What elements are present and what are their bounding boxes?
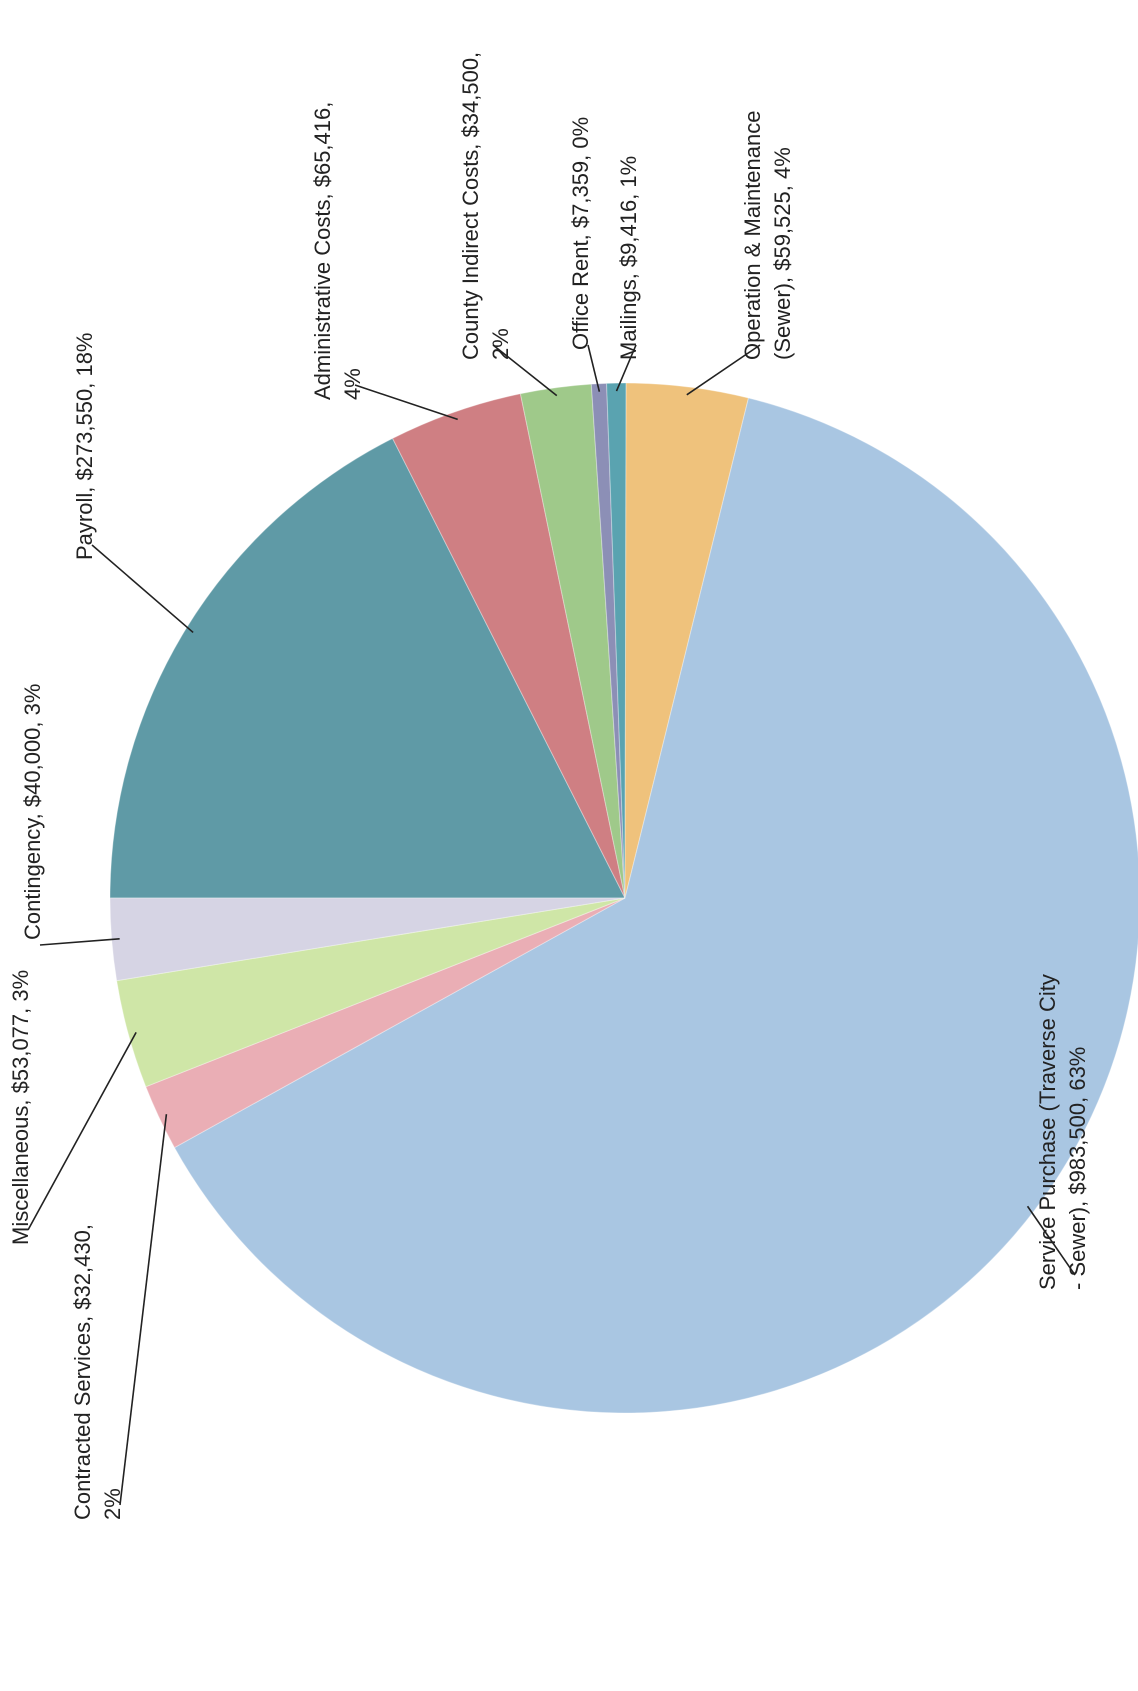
slice-label: Administrative Costs, $65,416, 4% xyxy=(310,102,365,400)
leader-line xyxy=(119,1114,168,1506)
slice-label: Office Rent, $7,359, 0% xyxy=(568,117,593,350)
slice-label: County Indirect Costs, $34,500, 2% xyxy=(458,52,513,360)
slice-label: Payroll, $273,550, 18% xyxy=(72,333,97,561)
pie-slice xyxy=(624,382,750,899)
slice-labels: Payroll, $273,550, 18% Administrative Cos… xyxy=(8,52,1090,1520)
leader-line xyxy=(354,384,458,421)
pie-slices xyxy=(109,382,1138,1414)
slice-label: Mailings, $9,416, 1% xyxy=(616,156,641,360)
pie-slice xyxy=(519,383,626,899)
pie-slice xyxy=(606,382,627,899)
leader-line xyxy=(492,344,558,397)
slice-label: Contracted Services, $32,430, 2% xyxy=(70,1224,125,1520)
leader-line xyxy=(686,344,761,396)
leader-line xyxy=(615,344,637,392)
leader-line xyxy=(91,544,194,634)
slice-label: Operation & Maintenance (Sewer), $59,525,… xyxy=(740,111,795,361)
leader-line xyxy=(1026,1205,1076,1276)
leader-line xyxy=(587,344,601,392)
pie-slice xyxy=(116,897,626,1088)
leader-lines xyxy=(27,344,1076,1506)
leader-line xyxy=(39,938,120,946)
slice-label: Contingency, $40,000, 3% xyxy=(20,684,45,940)
pie-slice xyxy=(145,897,626,1149)
pie-slice xyxy=(391,393,626,899)
pie-slice xyxy=(109,437,626,899)
leader-line xyxy=(27,1031,137,1231)
slice-label: Miscellaneous, $53,077, 3% xyxy=(8,970,33,1245)
slice-label: Service Purchase (Traverse City - Sewer),… xyxy=(1035,974,1090,1290)
pie-slice xyxy=(173,397,1138,1414)
pie-slice xyxy=(590,382,626,899)
